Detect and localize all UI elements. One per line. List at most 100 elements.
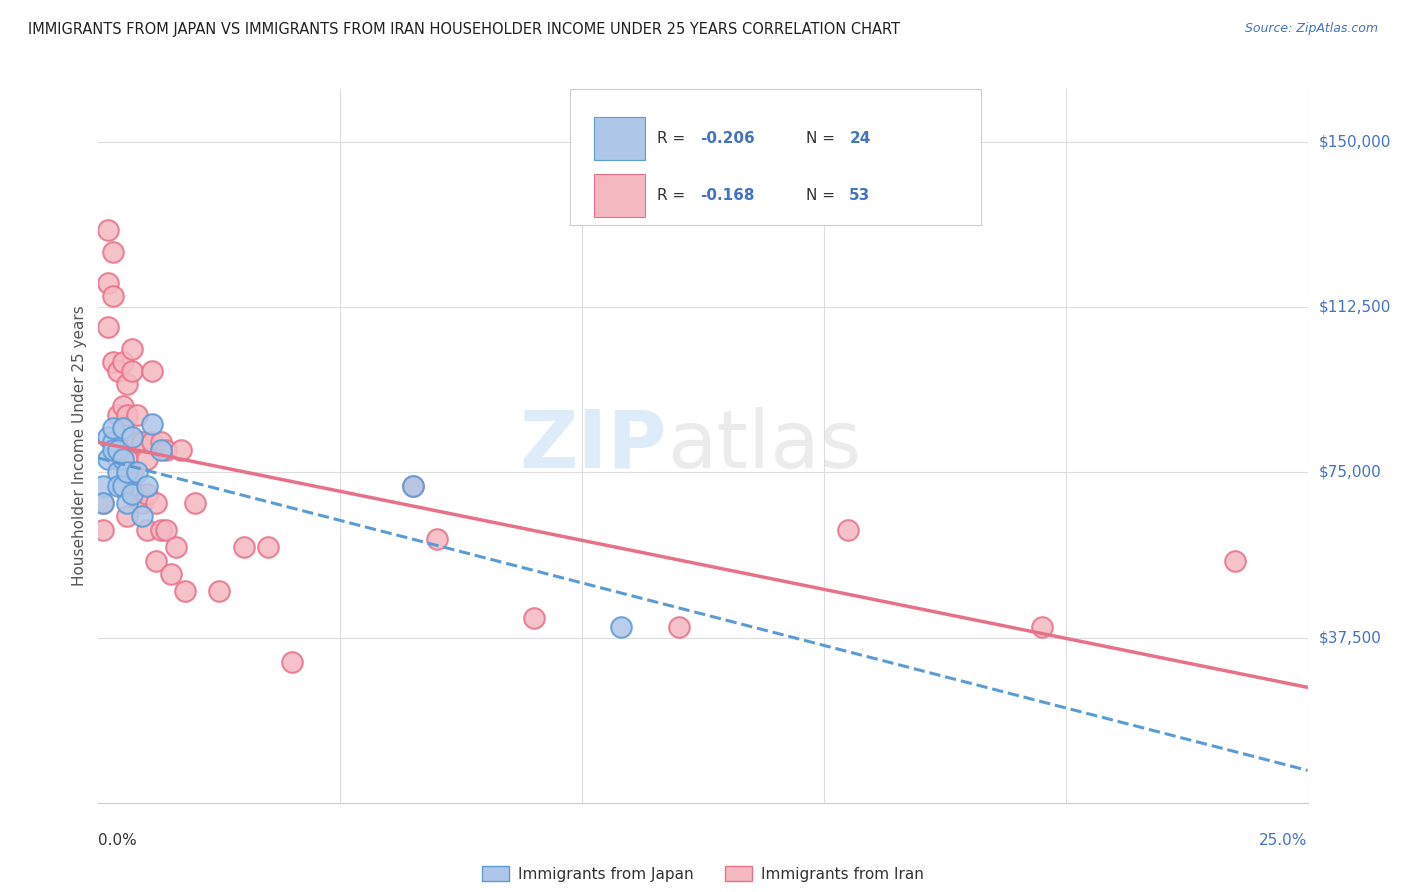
Point <box>131 496 153 510</box>
Point <box>150 523 173 537</box>
Text: N =: N = <box>806 131 839 146</box>
Point <box>135 523 157 537</box>
Point <box>97 430 120 444</box>
Point <box>111 443 134 458</box>
Point <box>232 541 254 555</box>
Point <box>208 584 231 599</box>
Point <box>127 434 149 449</box>
Text: 25.0%: 25.0% <box>1260 833 1308 848</box>
Point <box>121 466 143 480</box>
Point <box>127 487 149 501</box>
Text: Source: ZipAtlas.com: Source: ZipAtlas.com <box>1244 22 1378 36</box>
Point <box>111 421 134 435</box>
Point <box>145 553 167 567</box>
Point <box>174 584 197 599</box>
Point <box>97 223 120 237</box>
Text: IMMIGRANTS FROM JAPAN VS IMMIGRANTS FROM IRAN HOUSEHOLDER INCOME UNDER 25 YEARS : IMMIGRANTS FROM JAPAN VS IMMIGRANTS FROM… <box>28 22 900 37</box>
Y-axis label: Householder Income Under 25 years: Householder Income Under 25 years <box>72 306 87 586</box>
Point <box>668 619 690 633</box>
Text: N =: N = <box>806 188 839 203</box>
Point <box>101 355 124 369</box>
Point <box>121 364 143 378</box>
Text: R =: R = <box>657 131 690 146</box>
Text: $150,000: $150,000 <box>1319 135 1391 150</box>
Point <box>121 342 143 356</box>
Point <box>117 377 139 392</box>
FancyBboxPatch shape <box>595 118 645 160</box>
Text: R =: R = <box>657 188 690 203</box>
Point <box>91 478 114 492</box>
Point <box>135 478 157 492</box>
Point <box>121 487 143 501</box>
Point <box>402 478 425 492</box>
Point <box>169 443 191 458</box>
Point <box>135 487 157 501</box>
Text: 24: 24 <box>849 131 870 146</box>
Point <box>1223 553 1246 567</box>
Point <box>127 466 149 480</box>
Point <box>131 434 153 449</box>
Point <box>184 496 207 510</box>
Text: ZIP: ZIP <box>519 407 666 485</box>
Point <box>426 532 449 546</box>
Point <box>107 452 129 467</box>
Text: 53: 53 <box>849 188 870 203</box>
Point <box>135 452 157 467</box>
Point <box>101 245 124 260</box>
Point <box>160 566 183 581</box>
Point <box>117 452 139 467</box>
Point <box>127 408 149 422</box>
Text: atlas: atlas <box>666 407 860 485</box>
Point <box>165 541 187 555</box>
Point <box>1031 619 1053 633</box>
Point <box>131 509 153 524</box>
Legend: Immigrants from Japan, Immigrants from Iran: Immigrants from Japan, Immigrants from I… <box>475 860 931 888</box>
Point <box>101 434 124 449</box>
Point <box>610 619 633 633</box>
Point <box>107 364 129 378</box>
Point <box>281 655 304 669</box>
Text: $112,500: $112,500 <box>1319 300 1391 315</box>
Point <box>402 478 425 492</box>
FancyBboxPatch shape <box>569 89 981 225</box>
Point <box>101 289 124 303</box>
Text: $75,000: $75,000 <box>1319 465 1382 480</box>
Point <box>155 443 177 458</box>
Point <box>111 452 134 467</box>
Point <box>97 452 120 467</box>
Point <box>107 478 129 492</box>
FancyBboxPatch shape <box>595 175 645 217</box>
Point <box>523 611 546 625</box>
Point <box>141 364 163 378</box>
Point <box>107 466 129 480</box>
Point <box>145 496 167 510</box>
Point <box>117 509 139 524</box>
Point <box>91 496 114 510</box>
Point <box>97 320 120 334</box>
Point <box>155 523 177 537</box>
Point <box>91 496 114 510</box>
Point <box>150 443 173 458</box>
Point <box>256 541 278 555</box>
Point <box>111 478 134 492</box>
Point <box>150 434 173 449</box>
Point <box>141 417 163 431</box>
Point <box>91 523 114 537</box>
Point <box>101 443 124 458</box>
Text: $37,500: $37,500 <box>1319 630 1382 645</box>
Text: 0.0%: 0.0% <box>98 833 138 848</box>
Point <box>117 466 139 480</box>
Point <box>117 496 139 510</box>
Point <box>111 400 134 414</box>
Point <box>121 430 143 444</box>
Text: -0.206: -0.206 <box>700 131 755 146</box>
Point <box>837 523 859 537</box>
Point <box>107 408 129 422</box>
Point <box>117 408 139 422</box>
Point <box>141 434 163 449</box>
Point <box>107 443 129 458</box>
Point <box>97 276 120 290</box>
Text: -0.168: -0.168 <box>700 188 755 203</box>
Point <box>111 355 134 369</box>
Point <box>101 421 124 435</box>
